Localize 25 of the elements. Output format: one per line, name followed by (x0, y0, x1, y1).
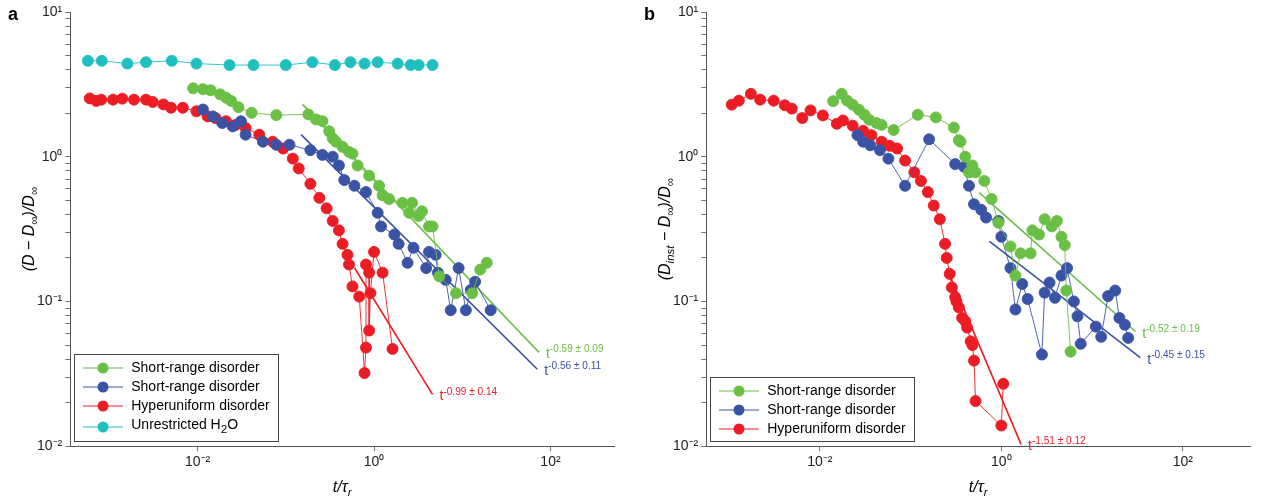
x-tick-label: 10⁰ (363, 453, 385, 470)
legend-label: Hyperuniform disorder (767, 419, 906, 439)
y-axis-title: (Dinst − D∞)/D∞ (656, 177, 677, 281)
y-tick-label: 10⁻² (37, 437, 63, 454)
x-tick-label: 10⁰ (991, 453, 1012, 470)
x-tick-label: 10⁻² (184, 453, 211, 470)
x-tick-label: 10² (540, 453, 561, 470)
legend-label: Short-range disorder (767, 400, 896, 420)
legend-label: Short-range disorder (131, 377, 260, 397)
y-tick-label: 10¹ (678, 2, 699, 19)
x-tick-label: 10² (1172, 453, 1194, 470)
legend-label: Hyperuniform disorder (131, 396, 270, 416)
legend-label: Short-range disorder (131, 358, 260, 378)
x-tick-label: 10⁻² (807, 453, 833, 470)
chart-title: a (8, 4, 19, 24)
y-tick-label: 10⁻² (673, 437, 699, 454)
y-tick-label: 10⁰ (677, 147, 699, 164)
chart-title: b (644, 4, 655, 24)
y-tick-label: 10⁰ (41, 147, 63, 164)
legend-label: Unrestricted H$_{2}$O (131, 415, 239, 437)
y-axis-title: (D − D∞)/D∞ (20, 186, 41, 272)
legend-label: Short-range disorder (767, 381, 896, 401)
y-tick-label: 10⁻¹ (673, 292, 699, 309)
y-tick-label: 10¹ (42, 2, 63, 19)
y-tick-label: 10⁻¹ (37, 292, 63, 309)
